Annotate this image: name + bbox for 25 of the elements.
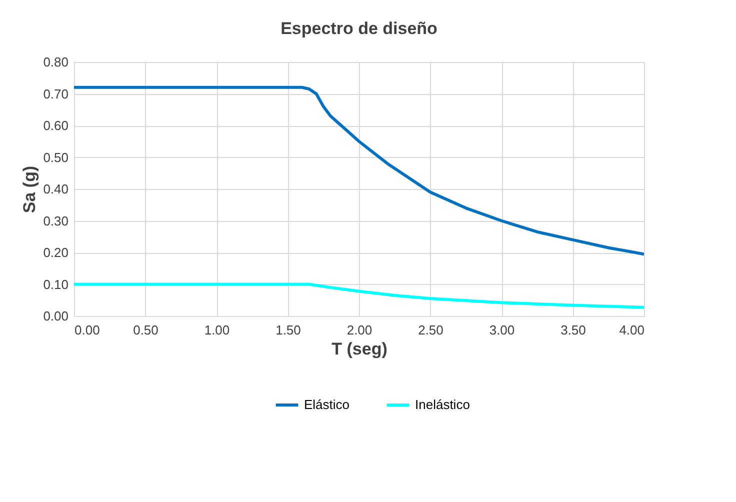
x-tick-label: 2.00 — [346, 322, 372, 338]
y-tick-label: 0.10 — [43, 276, 68, 292]
x-axis-title: T (seg) — [332, 340, 388, 358]
x-tick-label: 3.50 — [560, 322, 586, 338]
x-tick-label: 0.50 — [133, 322, 158, 338]
legend-label: Elástico — [304, 397, 350, 412]
line-series — [74, 282, 644, 309]
y-tick-label: 0.80 — [43, 54, 68, 70]
x-tick-label: 0.00 — [74, 322, 100, 338]
y-tick-label: 0.70 — [43, 86, 68, 102]
x-tick-label: 3.00 — [489, 322, 515, 338]
y-tick-label: 0.40 — [43, 182, 68, 196]
y-tick-label: 0.50 — [43, 150, 68, 165]
y-axis-title: Sa (g) — [20, 166, 40, 214]
legend-label: Inelástico — [415, 397, 470, 412]
x-tick-label: 4.00 — [619, 322, 644, 338]
x-tick-label: 1.00 — [204, 322, 230, 338]
y-tick-label: 0.60 — [43, 118, 68, 133]
chart-title: Espectro de diseño — [280, 19, 438, 38]
x-tick-label: 1.50 — [276, 322, 301, 338]
y-tick-label: 0.30 — [43, 213, 68, 228]
y-tick-label: 0.20 — [43, 245, 68, 260]
line-series — [74, 86, 644, 256]
y-tick-label: 0.00 — [43, 308, 68, 324]
x-tick-label: 2.50 — [418, 322, 444, 338]
